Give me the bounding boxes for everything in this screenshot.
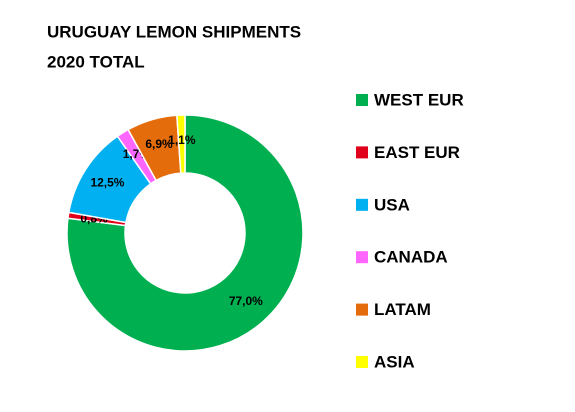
value-label: 6,9% [145,137,173,151]
legend-swatch [356,146,368,159]
legend-swatch [356,356,368,368]
legend-swatch [356,94,368,106]
donut-slice [66,114,304,352]
value-label: 1,1% [168,133,196,147]
legend-label: LATAM [374,300,431,319]
legend-label: ASIA [374,352,415,371]
chart-subtitle: 2020 TOTAL [47,52,145,71]
donut-slice [176,114,186,174]
legend-label: CANADA [374,248,448,267]
chart-title: URUGUAY LEMON SHIPMENTS [47,22,301,41]
legend-label: WEST EUR [374,90,464,109]
legend-label: USA [374,195,410,214]
legend-label: EAST EUR [374,143,460,162]
legend-swatch [356,303,368,316]
legend-swatch [356,198,368,211]
legend-swatch [356,251,368,264]
value-label: 77,0% [229,294,263,308]
value-label: 12,5% [90,176,124,190]
